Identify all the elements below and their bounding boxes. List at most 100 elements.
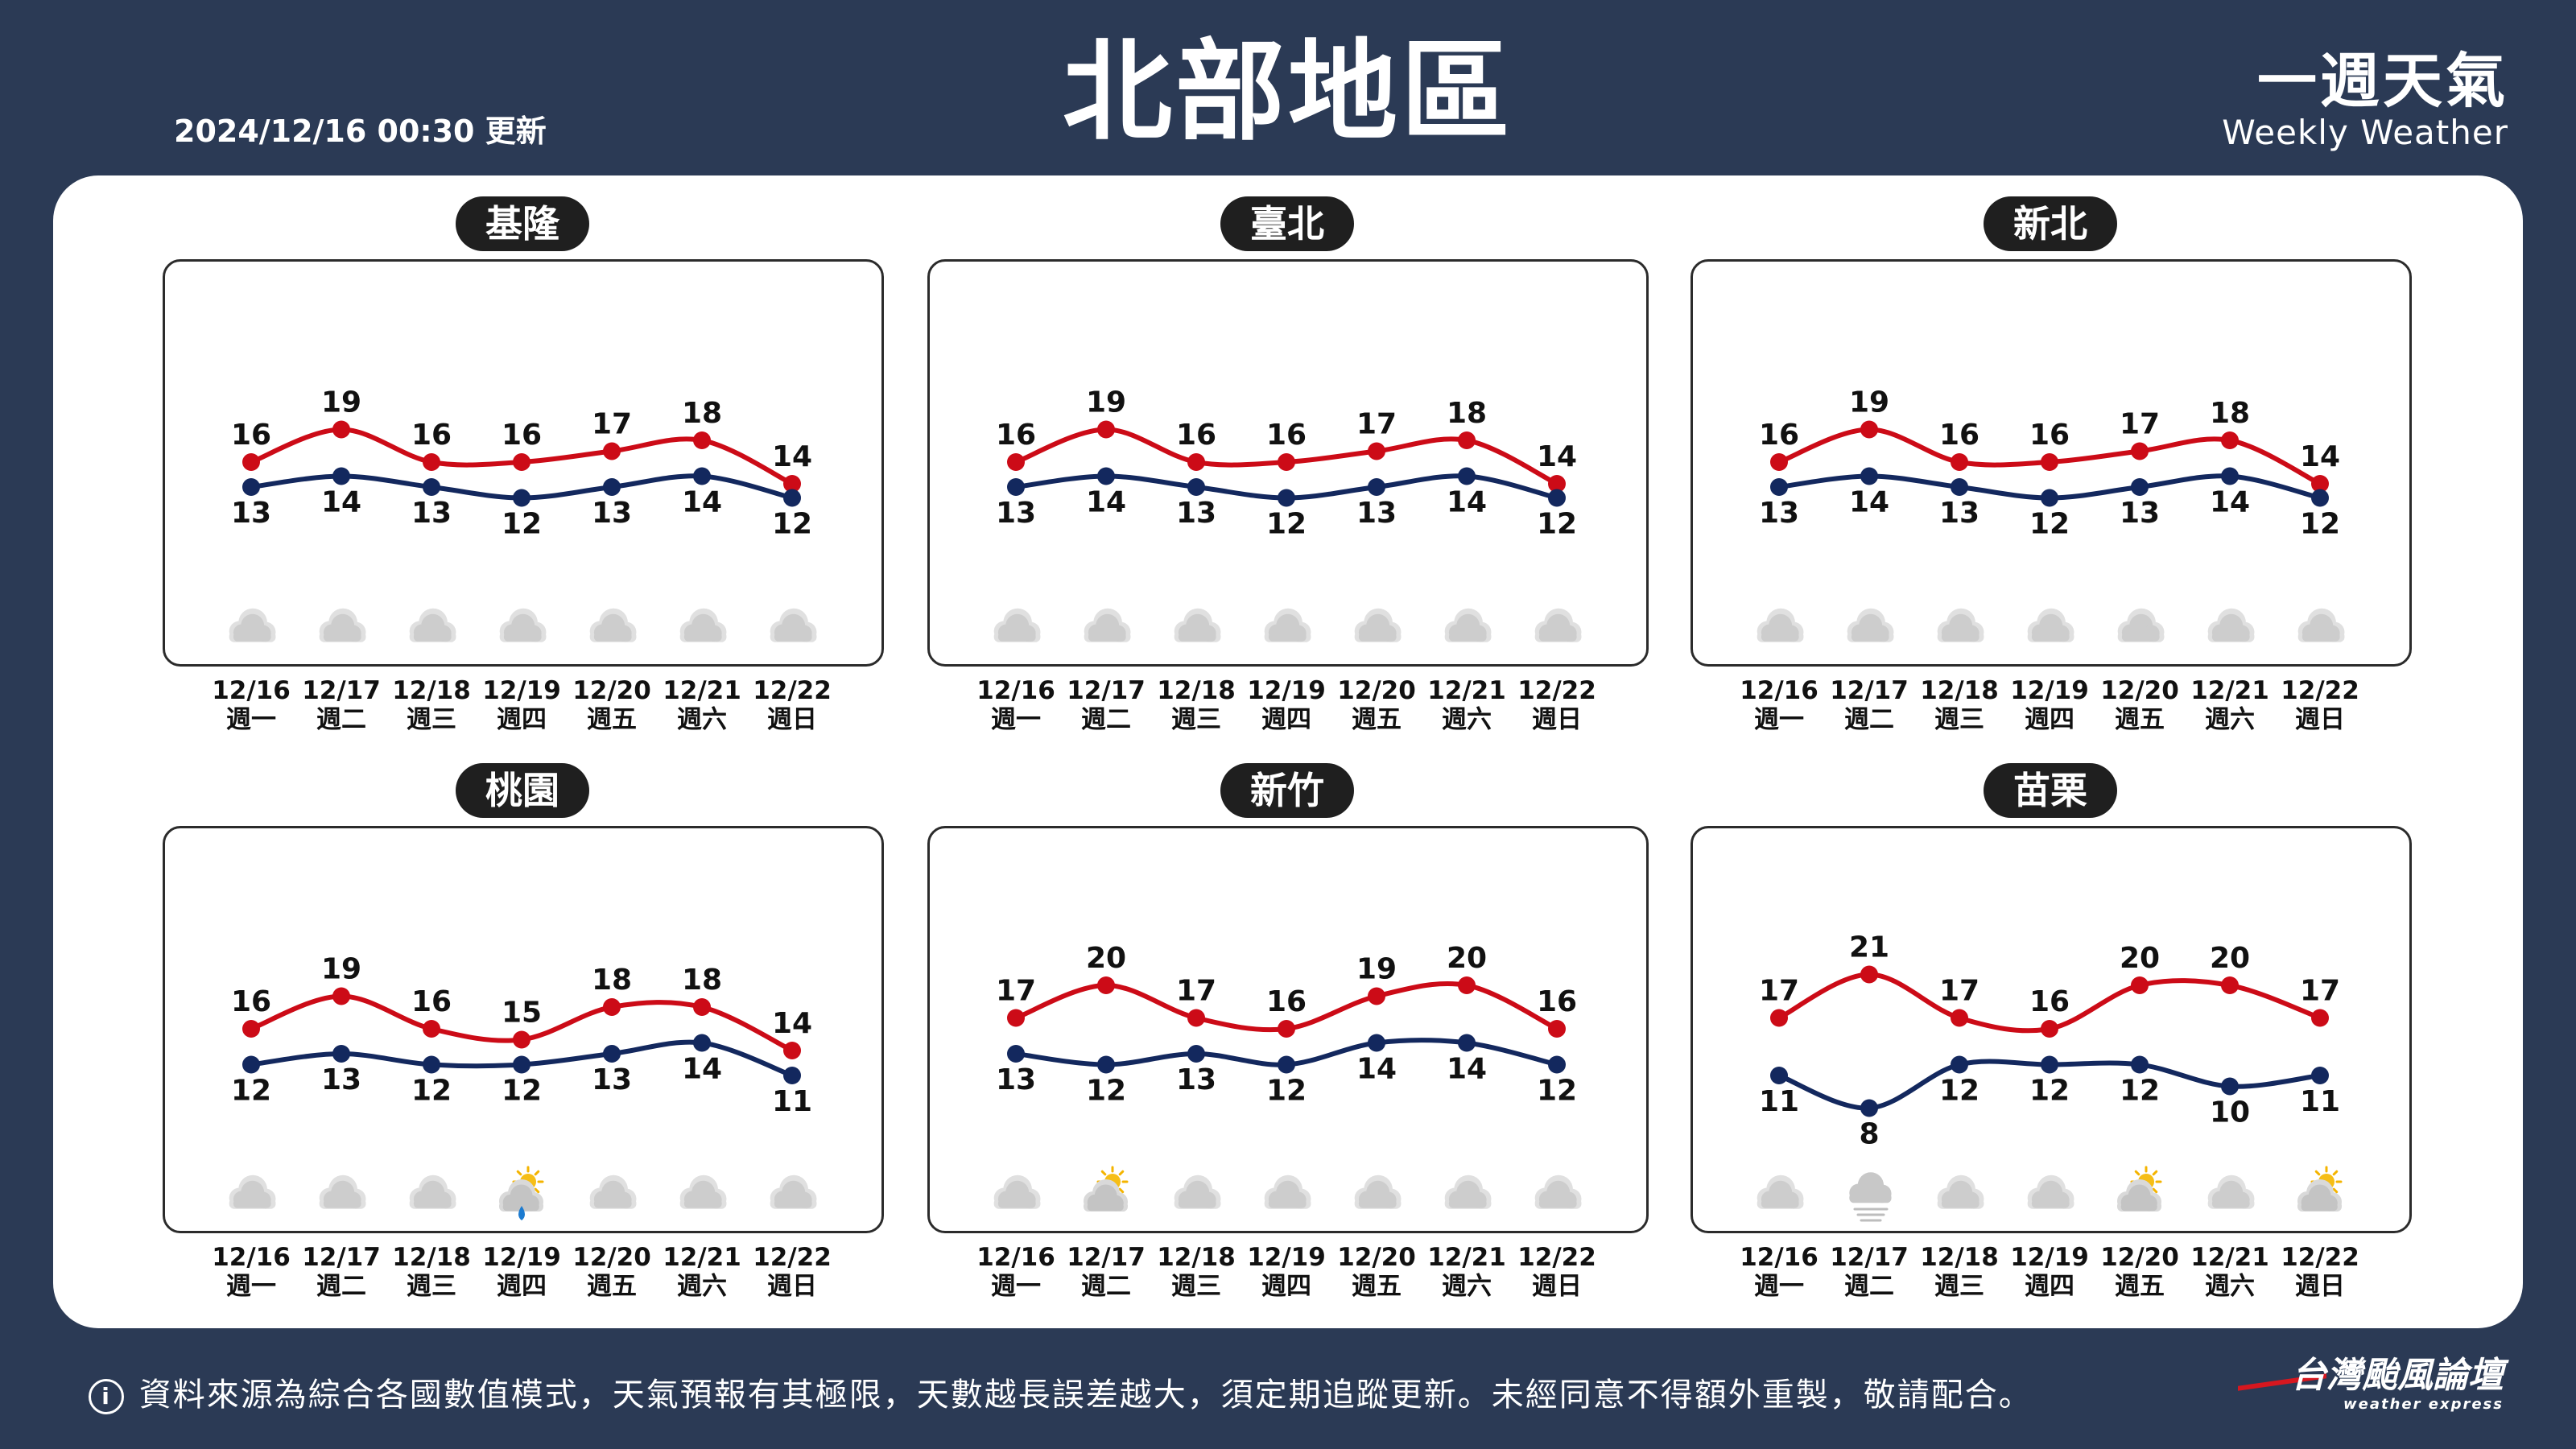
cloud-icon	[2027, 608, 2074, 642]
low-temp-label: 12	[1266, 508, 1307, 541]
date-tick-label: 12/20	[1337, 1243, 1416, 1272]
cloud-icon	[1354, 608, 1402, 642]
weekday-tick-label: 週一	[226, 1272, 276, 1301]
high-temp-label: 20	[1086, 942, 1126, 975]
high-temp-label: 19	[1849, 386, 1889, 419]
high-temp-label: 16	[1266, 985, 1307, 1018]
cloud-icon	[1174, 1174, 1221, 1209]
high-temp-label: 17	[1356, 408, 1397, 441]
high-temp-point	[2041, 1020, 2058, 1038]
date-tick-label: 12/21	[1427, 676, 1506, 705]
weekday-tick-label: 週五	[2115, 1272, 2165, 1301]
weekday-tick-label: 週一	[1754, 1272, 1804, 1301]
high-temp-point	[242, 1020, 260, 1038]
city-card-5: 苗栗 17 21 17 16 20 20 17 11 8 12 12 12 10 11 12/16 週一 12/…	[1690, 742, 2412, 1306]
weekday-tick-label: 週四	[497, 1272, 547, 1301]
high-temp-point	[1007, 1009, 1025, 1027]
weather-icons	[993, 1166, 1582, 1212]
date-tick-label: 12/22	[753, 1243, 832, 1272]
date-tick-label: 12/16	[212, 1243, 291, 1272]
low-temp-point	[1458, 1034, 1476, 1052]
low-temp-label: 12	[2300, 508, 2340, 541]
low-temp-label: 10	[2210, 1096, 2250, 1129]
date-tick-label: 12/21	[1427, 1243, 1506, 1272]
cloud-icon	[1847, 608, 1894, 642]
cloud-icon	[229, 1174, 276, 1209]
temperature-series: 16 19 16 16 17 18 14 13 14 13 12 13 14 12	[231, 386, 812, 541]
date-tick-label: 12/16	[976, 1243, 1055, 1272]
high-temp-point	[1278, 1020, 1295, 1038]
sun-cloud-icon	[2297, 1166, 2343, 1212]
cloud-icon	[1174, 608, 1221, 642]
weather-icons	[993, 608, 1582, 642]
weekday-tick-label: 週日	[767, 1272, 817, 1301]
high-temp-point	[1187, 453, 1205, 471]
high-temp-point	[242, 453, 260, 471]
low-temp-point	[1458, 467, 1476, 485]
low-temp-label: 12	[1537, 508, 1577, 541]
date-tick-label: 12/19	[2010, 676, 2089, 705]
footer-note-text: 資料來源為綜合各國數值模式，天氣預報有其極限，天數越長誤差越大，須定期追蹤更新。…	[138, 1377, 2033, 1414]
weekday-tick-label: 週日	[1532, 705, 1582, 734]
date-tick-label: 12/17	[1830, 676, 1909, 705]
city-name-badge: 桃園	[456, 763, 589, 818]
date-tick-label: 12/21	[663, 1243, 741, 1272]
high-temp-point	[332, 987, 350, 1005]
weekday-tick-label: 週五	[1352, 1272, 1402, 1301]
weekday-tick-label: 週二	[1844, 705, 1894, 734]
high-temp-label: 16	[1537, 985, 1577, 1018]
date-tick-label: 12/20	[572, 1243, 651, 1272]
low-temp-label: 11	[2300, 1085, 2340, 1118]
low-temp-point	[242, 1055, 260, 1074]
chart-frame	[163, 826, 884, 1233]
low-temp-label: 12	[2120, 1075, 2160, 1108]
fog-icon	[1849, 1172, 1892, 1222]
low-temp-label: 12	[1086, 1075, 1126, 1108]
low-temp-point	[2221, 1077, 2239, 1096]
high-temp-point	[1007, 453, 1025, 471]
low-temp-point	[2131, 1055, 2149, 1074]
date-tick-label: 12/19	[2010, 1243, 2089, 1272]
sun-cloud-icon	[1084, 1166, 1129, 1212]
high-temp-label: 16	[2029, 419, 2070, 452]
low-temp-point	[1951, 478, 1968, 496]
sun-cloud-icon	[2117, 1166, 2162, 1212]
cloud-icon	[499, 608, 547, 642]
date-tick-label: 12/19	[482, 1243, 561, 1272]
weekday-tick-label: 週一	[226, 705, 276, 734]
cloud-icon	[1937, 608, 1984, 642]
high-temp-point	[2221, 431, 2239, 449]
weekday-tick-label: 週三	[1171, 1272, 1221, 1301]
date-tick-label: 12/17	[302, 676, 381, 705]
weekday-tick-label: 週六	[677, 705, 727, 734]
weekday-tick-label: 週二	[316, 705, 366, 734]
low-temp-label: 12	[2029, 508, 2070, 541]
date-tick-label: 12/22	[753, 676, 832, 705]
high-temp-point	[1368, 987, 1385, 1005]
low-temp-label: 13	[411, 497, 452, 530]
high-temp-label: 19	[321, 386, 361, 419]
city-card-3: 桃園 16 19 16 15 18 18 14 12 13 12 12 13 14 11 12/16 週一 12…	[163, 742, 884, 1306]
city-card-4: 新竹 17 20 17 16 19 20 16 13 12 13 12 14 14 12 12/16 週一 12…	[927, 742, 1649, 1306]
high-temp-label: 16	[1266, 419, 1307, 452]
high-temp-label: 17	[996, 975, 1036, 1008]
city-card-1: 臺北 16 19 16 16 17 18 14 13 14 13 12 13 14 12 12/16 週一 12…	[927, 175, 1649, 739]
weather-icons	[1757, 1166, 2343, 1222]
weekday-tick-label: 週三	[407, 1272, 456, 1301]
high-temp-label: 17	[1176, 975, 1216, 1008]
high-temp-point	[1187, 1009, 1205, 1027]
high-temp-point	[1458, 431, 1476, 449]
low-temp-point	[1951, 1055, 1968, 1074]
cloud-icon	[2207, 1174, 2255, 1209]
cloud-icon	[229, 608, 276, 642]
low-temp-label: 13	[1759, 497, 1799, 530]
high-temp-label: 19	[321, 953, 361, 986]
low-temp-point	[242, 478, 260, 496]
low-temp-label: 13	[592, 1063, 632, 1096]
low-temp-point	[2041, 1055, 2058, 1074]
date-tick-label: 12/18	[392, 1243, 471, 1272]
high-temp-point	[1548, 1020, 1566, 1038]
weekday-tick-label: 週日	[767, 705, 817, 734]
